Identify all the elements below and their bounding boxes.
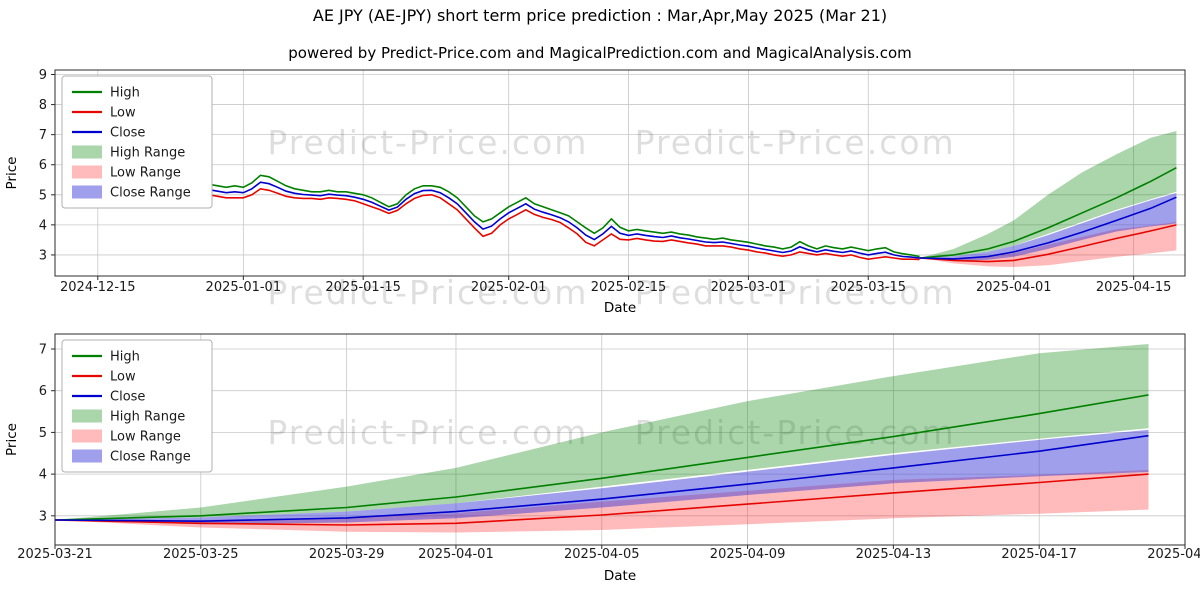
legend-label: High	[110, 350, 140, 365]
legend-label: Close Range	[110, 450, 191, 465]
grid	[54, 334, 1186, 545]
x-axis-label: Date	[604, 568, 636, 584]
plot-border	[54, 333, 1186, 546]
y-tick-label: 3	[39, 248, 47, 263]
forecast-low-line	[919, 224, 1177, 263]
y-tick-label: 6	[39, 384, 47, 399]
plot-border	[54, 69, 1186, 277]
x-tick-label: 2024-12-15	[60, 280, 136, 295]
x-tick-label: 2025-04-17	[1001, 547, 1077, 562]
axis-labels: 2025-03-21 2025-03-25 2025-03-29 2025-04-01…	[17, 343, 1200, 562]
legend-label: High Range	[110, 410, 185, 425]
legend-label: Low	[110, 370, 136, 385]
legend-label: High Range	[110, 146, 185, 161]
y-tick-label: 5	[39, 426, 47, 441]
low-range-band	[919, 221, 1177, 267]
x-tick-label: 2025-02-15	[591, 280, 667, 295]
chart-title: AE JPY (AE-JPY) short term price predict…	[312, 6, 888, 25]
legend: High Low Close High Range Low Range Close Ran…	[61, 75, 213, 209]
legend-label: Low	[110, 106, 136, 121]
legend: High Low Close High Range Low Range Close Ran…	[61, 339, 213, 473]
legend-label: Close	[110, 390, 145, 405]
close-range-band	[919, 193, 1177, 261]
legend-label: Close Range	[110, 186, 191, 201]
watermark-text: Predict-Price.com	[267, 413, 588, 452]
x-tick-label: 2025-03-21	[17, 547, 93, 562]
x-tick-label: 2025-03-29	[309, 547, 385, 562]
bottom-chart: Predict-Price.comPredict-Price.com2025-0…	[4, 333, 1200, 584]
y-tick-label: 9	[39, 68, 47, 83]
legend-label: Low Range	[110, 430, 181, 445]
axis-labels: 2024-12-15 2025-01-01 2025-01-15 2025-02-01…	[39, 68, 1172, 295]
x-tick-label: 2025-04-05	[564, 547, 640, 562]
legend-swatch-low_range	[72, 429, 102, 443]
legend-swatch-close_range	[72, 185, 102, 199]
legend-label: Close	[110, 126, 145, 141]
y-axis-label: Price	[4, 423, 20, 456]
forecast-high-line	[919, 166, 1177, 259]
watermark-text: Predict-Price.com	[267, 123, 588, 162]
y-tick-label: 5	[39, 188, 47, 203]
x-tick-label: 2025-03-01	[711, 280, 787, 295]
forecast-close-line	[919, 196, 1177, 260]
y-tick-label: 6	[39, 158, 47, 173]
y-tick-label: 3	[39, 509, 47, 524]
y-tick-label: 4	[39, 218, 47, 233]
x-tick-label: 2025-04-13	[856, 547, 932, 562]
close-range-band	[55, 429, 1149, 525]
legend-label: High	[110, 86, 140, 101]
x-tick-label: 2025-04-01	[976, 280, 1052, 295]
forecast-high-line	[54, 394, 1149, 521]
y-tick-label: 8	[39, 98, 47, 113]
x-tick-label: 2025-04-15	[1096, 280, 1172, 295]
watermark-text: Predict-Price.com	[635, 273, 956, 312]
x-tick-label: 2025-04-09	[710, 547, 786, 562]
x-tick-label: 2025-01-15	[325, 280, 401, 295]
forecast-low-line	[54, 473, 1149, 526]
x-tick-label: 2025-02-01	[471, 280, 547, 295]
y-tick-label: 7	[39, 128, 47, 143]
y-tick-label: 4	[39, 468, 47, 483]
legend-swatch-low_range	[72, 165, 102, 179]
x-tick-label: 2025-04-21	[1147, 547, 1200, 562]
high-range-band	[55, 344, 1149, 520]
legend-swatch-high_range	[72, 409, 102, 423]
x-tick-label: 2025-01-01	[206, 280, 282, 295]
low-range-band	[55, 469, 1149, 533]
y-axis-label: Price	[4, 157, 20, 190]
top-chart: Predict-Price.com Predict-Price.com Predic…	[4, 68, 1186, 316]
x-tick-label: 2025-04-01	[418, 547, 494, 562]
legend-swatch-close_range	[72, 449, 102, 463]
watermark-text: Predict-Price.com	[635, 123, 956, 162]
x-axis-label: Date	[604, 300, 636, 316]
legend-label: Low Range	[110, 166, 181, 181]
forecast-close-line	[54, 434, 1149, 523]
watermark-text: Predict-Price.com	[635, 413, 956, 452]
x-tick-label: 2025-03-15	[830, 280, 906, 295]
high-range-band	[919, 131, 1177, 258]
watermark-text: Predict-Price.com	[267, 273, 588, 312]
x-tick-label: 2025-03-25	[163, 547, 239, 562]
y-tick-label: 7	[39, 343, 47, 358]
legend-swatch-high_range	[72, 145, 102, 159]
chart-subtitle: powered by Predict-Price.com and Magical…	[288, 44, 912, 62]
